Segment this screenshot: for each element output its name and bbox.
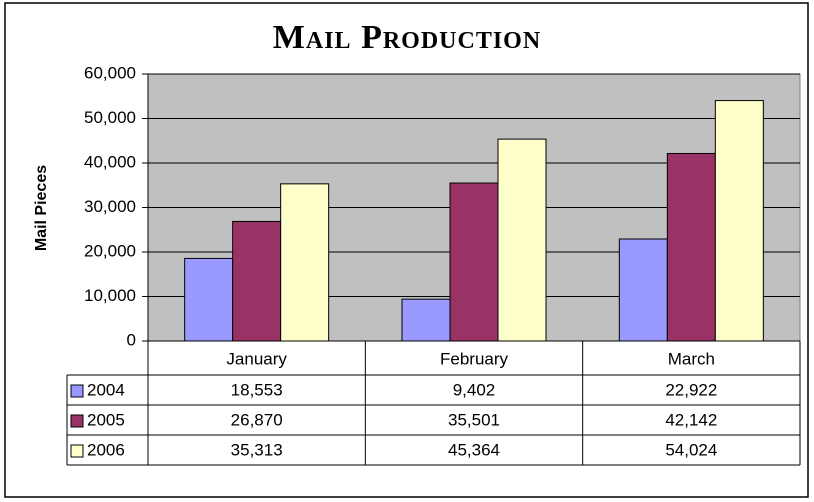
bar bbox=[232, 220, 282, 342]
x-tick-label: February bbox=[440, 349, 509, 368]
y-tick-label: 40,000 bbox=[84, 152, 136, 171]
data-table-value: 35,501 bbox=[448, 410, 500, 429]
x-tick-label: March bbox=[668, 349, 715, 368]
legend-label: 2006 bbox=[87, 440, 125, 459]
bar bbox=[497, 138, 547, 342]
data-table-value: 9,402 bbox=[453, 380, 496, 399]
data-table-value: 18,553 bbox=[231, 380, 283, 399]
legend-swatch bbox=[70, 444, 84, 458]
bar bbox=[449, 182, 499, 342]
y-tick-label: 30,000 bbox=[84, 197, 136, 216]
y-axis-label: Mail Pieces bbox=[33, 165, 50, 251]
y-tick-label: 20,000 bbox=[84, 241, 136, 260]
bar bbox=[666, 152, 716, 342]
y-tick-label: 0 bbox=[127, 330, 136, 349]
chart-title: Mail Production bbox=[273, 19, 541, 56]
y-tick-label: 10,000 bbox=[84, 286, 136, 305]
bar bbox=[184, 257, 234, 342]
data-table-value: 45,364 bbox=[448, 440, 500, 459]
legend-swatch bbox=[70, 414, 84, 428]
legend-swatch bbox=[70, 384, 84, 398]
bar bbox=[618, 238, 668, 342]
data-table-value: 42,142 bbox=[665, 410, 717, 429]
x-tick-label: January bbox=[226, 349, 287, 368]
y-tick-label: 50,000 bbox=[84, 108, 136, 127]
bar bbox=[401, 298, 451, 342]
bar bbox=[714, 100, 764, 342]
bar bbox=[280, 183, 330, 342]
y-tick-label: 60,000 bbox=[84, 63, 136, 82]
data-table-value: 35,313 bbox=[231, 440, 283, 459]
data-table-value: 26,870 bbox=[231, 410, 283, 429]
data-table-value: 22,922 bbox=[665, 380, 717, 399]
data-table-value: 54,024 bbox=[665, 440, 717, 459]
legend-label: 2005 bbox=[87, 410, 125, 429]
legend-label: 2004 bbox=[87, 380, 125, 399]
